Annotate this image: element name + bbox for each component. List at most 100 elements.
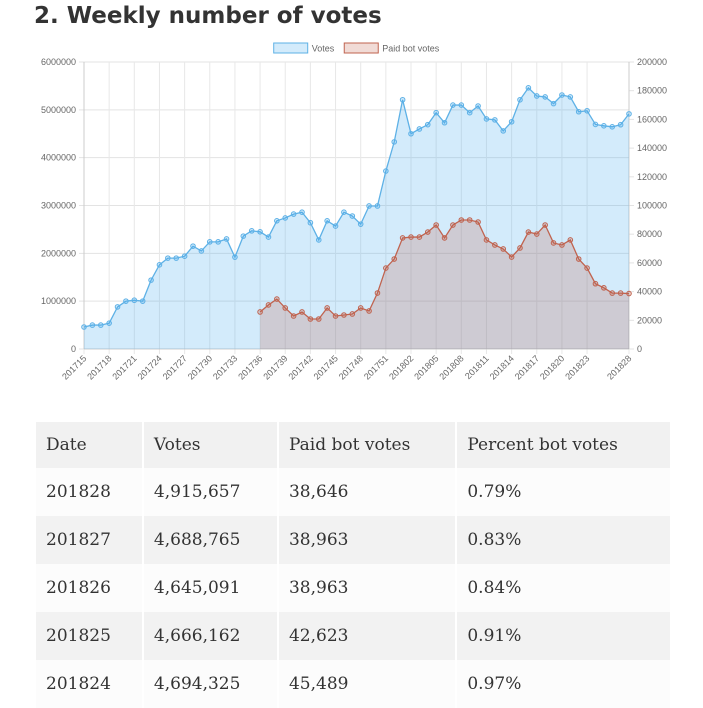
table-cell: 201827	[36, 516, 144, 564]
data-point	[399, 96, 406, 103]
data-point	[492, 242, 498, 248]
y-tick-label: 4000000	[41, 153, 76, 163]
data-point	[383, 168, 389, 174]
table-cell: 4,666,162	[142, 612, 279, 660]
data-point	[525, 85, 532, 91]
table-cell: 0.97%	[456, 660, 672, 708]
data-point	[517, 245, 523, 251]
y2-tick-label: 140000	[637, 143, 667, 153]
y2-tick-label: 0	[637, 344, 642, 354]
data-point	[139, 298, 146, 304]
data-point	[542, 94, 548, 100]
data-point	[424, 229, 431, 235]
table-cell: 4,645,091	[142, 564, 279, 612]
data-point	[559, 242, 565, 248]
page: {"heading": "2. Weekly number of votes",…	[34, 3, 672, 708]
data-point	[248, 228, 255, 234]
data-point	[215, 239, 221, 245]
table-cell: 4,688,765	[142, 516, 279, 564]
data-point	[274, 218, 280, 224]
column-header: Votes	[142, 422, 279, 468]
x-tick-label: 201736	[236, 353, 264, 381]
data-point	[190, 243, 196, 249]
data-point	[416, 126, 423, 132]
data-point	[500, 128, 507, 134]
data-point	[567, 237, 574, 243]
legend-swatch	[273, 42, 309, 54]
y2-tick-label: 20000	[637, 315, 662, 325]
table-cell: 42,623	[277, 612, 458, 660]
x-tick-label: 201814	[488, 353, 516, 381]
table-cell: 201828	[36, 468, 144, 516]
data-point	[609, 290, 616, 296]
table-cell: 38,963	[277, 516, 458, 564]
table-cell: 38,963	[277, 564, 458, 612]
x-tick-label: 201724	[136, 353, 164, 381]
data-point	[332, 223, 339, 229]
data-point	[433, 109, 439, 116]
data-point	[299, 309, 305, 315]
data-point	[114, 304, 121, 310]
x-tick-label: 201820	[538, 353, 566, 381]
data-point	[332, 313, 339, 319]
data-point	[424, 121, 431, 128]
data-point	[257, 229, 263, 235]
data-point	[617, 290, 624, 296]
data-point	[542, 222, 548, 228]
data-point	[265, 302, 272, 308]
table-row: 201827 4,688,765 38,963 0.83%	[36, 516, 672, 564]
table-cell: 4,694,325	[142, 660, 279, 708]
data-point	[341, 209, 347, 215]
data-point	[374, 203, 381, 209]
table-row: 201824 4,694,325 45,489 0.97%	[36, 660, 672, 708]
table-cell: 0.84%	[456, 564, 672, 612]
data-point	[349, 311, 356, 317]
data-point	[584, 107, 590, 114]
data-point	[123, 298, 129, 304]
data-point	[223, 236, 230, 242]
y-tick-label: 1000000	[41, 296, 76, 306]
y2-tick-label: 100000	[637, 201, 667, 211]
data-point	[450, 102, 456, 108]
y2-tick-label: 160000	[637, 114, 667, 124]
data-point	[274, 296, 280, 302]
data-point	[357, 305, 364, 311]
data-point	[550, 100, 557, 107]
data-point	[408, 130, 414, 137]
data-point	[257, 309, 263, 315]
table-cell: 0.83%	[456, 516, 672, 564]
column-header: Date	[36, 422, 144, 468]
data-point	[601, 123, 607, 129]
legend-label: Votes	[312, 44, 335, 54]
data-point	[408, 234, 414, 240]
data-point	[458, 102, 465, 108]
data-point	[592, 280, 599, 287]
legend-item: Paid bot votes	[343, 42, 440, 54]
data-point	[500, 246, 507, 252]
data-point	[315, 237, 322, 243]
data-point	[240, 233, 247, 239]
data-point	[508, 118, 515, 125]
data-point	[617, 121, 624, 128]
x-tick-label: 201715	[60, 353, 88, 381]
data-point	[282, 215, 289, 221]
y2-tick-label: 60000	[637, 258, 662, 268]
y2-tick-label: 120000	[637, 172, 667, 182]
data-point	[525, 229, 532, 235]
data-point	[592, 121, 599, 128]
legend-item: Votes	[273, 42, 335, 54]
y2-tick-label: 80000	[637, 229, 662, 239]
data-point	[181, 253, 188, 260]
x-tick-label: 201727	[161, 353, 189, 381]
data-point	[265, 234, 272, 240]
table-cell: 0.79%	[456, 468, 672, 516]
data-point	[341, 312, 347, 318]
data-point	[282, 305, 289, 311]
data-point	[206, 239, 213, 245]
x-tick-label: 201730	[186, 353, 214, 381]
data-point	[307, 219, 314, 226]
chart: 0100000020000003000000400000050000006000…	[41, 42, 667, 382]
data-point	[156, 262, 163, 268]
legend-swatch	[343, 42, 379, 54]
y2-tick-label: 40000	[637, 287, 662, 297]
